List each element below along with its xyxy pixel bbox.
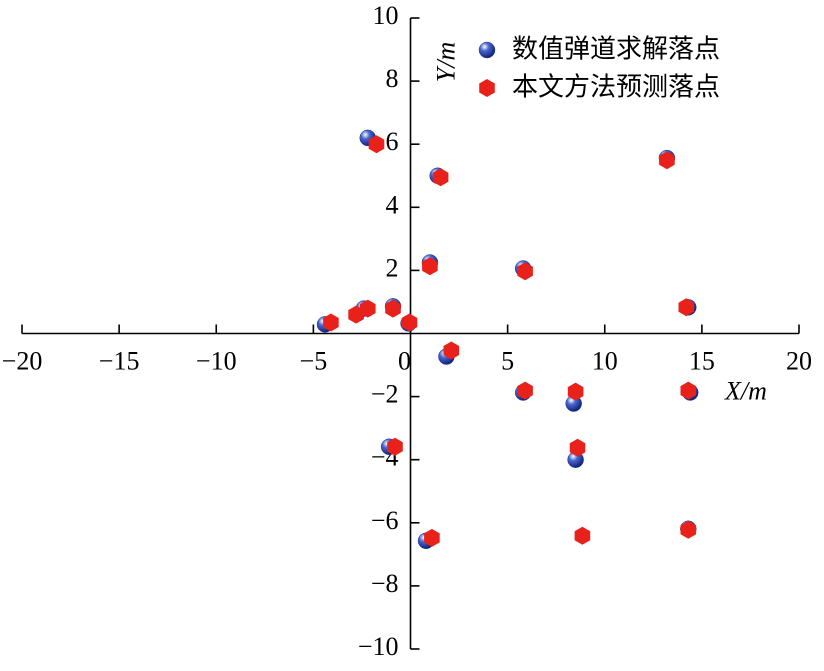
data-point — [517, 262, 533, 281]
y-tick-label: 6 — [386, 127, 399, 156]
data-point — [443, 341, 460, 360]
data-point — [387, 437, 403, 456]
data-point — [401, 313, 418, 332]
x-tick-label: −20 — [2, 346, 43, 375]
legend-label: 数值弹道求解落点 — [512, 35, 720, 65]
data-point — [348, 305, 364, 324]
data-point — [659, 151, 675, 170]
x-tick-label: 0 — [398, 346, 411, 375]
data-point — [424, 528, 440, 547]
y-tick-label: 10 — [373, 1, 399, 30]
legend-marker — [479, 79, 495, 97]
legend-marker — [478, 41, 496, 59]
y-axis-label: Y/m — [431, 42, 460, 82]
data-point — [574, 526, 591, 545]
data-point — [680, 520, 697, 539]
data-point — [432, 168, 449, 187]
data-point — [678, 298, 695, 317]
data-point — [368, 135, 385, 154]
x-tick-label: −10 — [196, 346, 237, 375]
x-tick-label: 5 — [501, 346, 514, 375]
x-tick-label: −5 — [300, 346, 328, 375]
y-tick-label: −8 — [371, 569, 399, 598]
data-point — [422, 257, 438, 276]
y-tick-label: 2 — [386, 253, 399, 282]
data-point — [385, 299, 401, 318]
legend-label: 本文方法预测落点 — [512, 73, 720, 103]
x-tick-label: 15 — [689, 346, 715, 375]
y-tick-label: −2 — [371, 380, 399, 409]
data-point — [567, 382, 584, 401]
data-point — [323, 313, 339, 332]
y-tick-label: −6 — [371, 506, 399, 535]
data-point — [569, 438, 586, 457]
data-point — [517, 381, 533, 400]
y-tick-label: 4 — [386, 190, 399, 219]
x-tick-label: −15 — [99, 346, 140, 375]
x-tick-label: 20 — [786, 346, 812, 375]
data-point — [680, 381, 697, 400]
x-axis-label: X/m — [724, 376, 767, 405]
y-tick-label: −10 — [358, 632, 399, 661]
y-tick-label: 8 — [386, 64, 399, 93]
x-tick-label: 10 — [592, 346, 618, 375]
